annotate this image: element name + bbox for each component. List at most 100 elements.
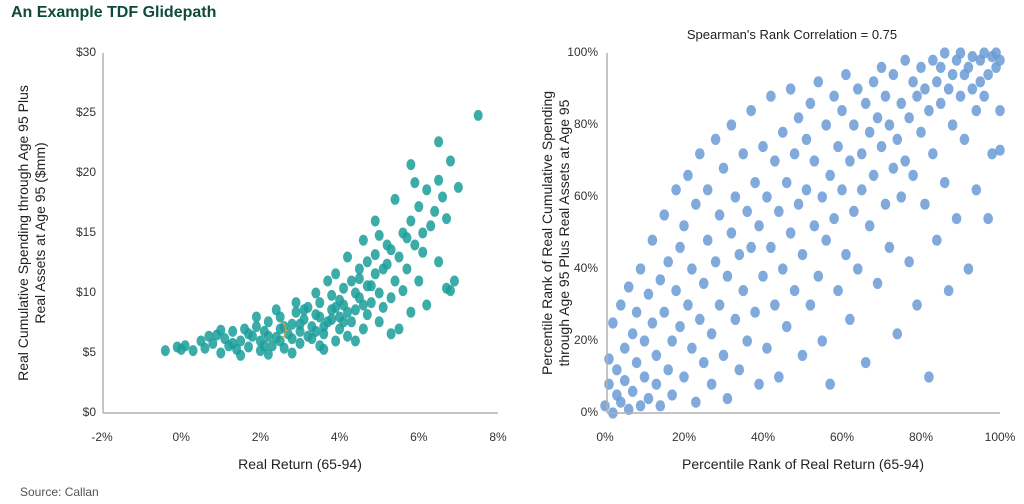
right-scatter-point [766, 241, 776, 253]
right-scatter-point [683, 169, 693, 181]
right-scatter-point [900, 155, 910, 167]
left-scatter-point [434, 136, 444, 148]
right-scatter-point [675, 241, 685, 253]
right-scatter-point [710, 256, 721, 268]
left-scatter-point [434, 174, 444, 186]
right-scatter-point [793, 198, 804, 210]
right-scatter-point [971, 184, 982, 196]
right-scatter-point [935, 61, 946, 73]
right-y-tick-label: 60% [573, 189, 598, 203]
right-y-axis-title-line2: through Age 95 Plus Real Assets at Age 9… [556, 99, 572, 367]
right-scatter-point [789, 148, 800, 160]
right-scatter-point [943, 83, 954, 95]
right-scatter-point [663, 256, 673, 268]
left-scatter-point [315, 311, 325, 323]
right-scatter-point [864, 220, 875, 232]
left-scatter-point [362, 256, 372, 268]
left-y-tick-label: $0 [82, 405, 96, 419]
right-scatter-point [884, 119, 895, 131]
left-scatter-point [398, 285, 408, 297]
left-scatter-point [453, 181, 463, 193]
left-scatter-point [406, 159, 416, 171]
left-y-axis-title-line1: Real Cumulative Spending through Age 95 … [15, 85, 31, 381]
left-scatter-point [303, 330, 313, 342]
left-scatter-point [445, 285, 455, 297]
right-scatter-point [687, 342, 697, 354]
right-scatter-point [770, 155, 780, 167]
left-scatter-point [315, 297, 325, 309]
left-scatter-point [160, 345, 170, 357]
right-x-tick-label: 100% [984, 430, 1016, 444]
right-scatter-point [829, 90, 839, 102]
left-scatter-point [354, 263, 364, 275]
right-scatter-point [928, 54, 938, 66]
right-scatter-point [801, 184, 812, 196]
right-scatter-point [912, 299, 922, 311]
right-scatter-point [647, 317, 658, 329]
left-scatter-point [311, 325, 321, 337]
right-scatter-point [947, 119, 958, 131]
left-scatter-point [426, 220, 436, 232]
right-x-tick-label: 80% [908, 430, 934, 444]
right-scatter-point [785, 83, 796, 95]
left-scatter-point [287, 333, 297, 345]
left-chart-points [160, 109, 483, 361]
right-scatter-point [872, 112, 883, 124]
left-y-tick-label: $10 [75, 285, 96, 299]
left-scatter-point [358, 234, 368, 246]
right-scatter-point [813, 76, 824, 88]
left-x-tick-label: 2% [251, 430, 270, 444]
left-scatter-point [378, 301, 388, 313]
left-scatter-point [291, 297, 301, 309]
left-scatter-point [200, 342, 210, 354]
right-scatter-point [817, 191, 828, 203]
right-scatter-point [730, 313, 741, 325]
right-scatter-point [651, 349, 662, 361]
left-scatter-point [263, 348, 273, 360]
right-scatter-point [920, 83, 930, 95]
source-note: Source: Callan [20, 485, 99, 499]
right-scatter-point [963, 263, 974, 275]
right-scatter-point [762, 191, 772, 203]
left-scatter-point [236, 349, 246, 361]
right-scatter-point [888, 162, 899, 174]
right-scatter-point [872, 277, 883, 289]
right-scatter-point [623, 403, 634, 415]
right-scatter-point [856, 184, 867, 196]
left-scatter-point [374, 316, 384, 328]
right-scatter-point [995, 54, 1005, 66]
right-scatter-point [955, 47, 966, 59]
left-scatter-point [350, 287, 360, 299]
left-scatter-point [350, 335, 360, 347]
left-scatter-point [251, 311, 261, 323]
right-scatter-point [738, 285, 749, 297]
left-y-axis-title: Real Cumulative Spending through Age 95 … [15, 85, 49, 381]
right-scatter-point [805, 299, 816, 311]
left-scatter-point [406, 215, 416, 227]
right-scatter-point [924, 105, 934, 117]
right-scatter-point [742, 205, 752, 217]
right-scatter-point [627, 385, 638, 397]
left-scatter-point [354, 273, 364, 285]
left-y-axis-title-line2: Real Assets at Age 95 ($mm) [32, 142, 48, 324]
right-scatter-point [746, 241, 756, 253]
left-scatter-point [287, 347, 297, 359]
right-x-axis-title: Percentile Rank of Real Return (65-94) [681, 456, 925, 472]
left-scatter-point [438, 191, 448, 203]
right-scatter-point [868, 76, 879, 88]
left-scatter-point [216, 347, 226, 359]
right-scatter-point [951, 213, 962, 225]
right-scatter-point [770, 299, 780, 311]
left-scatter-point [366, 297, 376, 309]
left-scatter-point [378, 263, 388, 275]
left-scatter-point [445, 155, 455, 167]
right-scatter-point [698, 277, 709, 289]
right-scatter-point [671, 285, 681, 297]
right-scatter-point [631, 306, 642, 318]
right-scatter-point [777, 126, 788, 138]
right-scatter-point [679, 220, 689, 232]
right-scatter-point [718, 162, 729, 174]
left-scatter-point [442, 213, 452, 225]
right-scatter-point [995, 105, 1005, 117]
left-scatter-point [406, 306, 416, 318]
